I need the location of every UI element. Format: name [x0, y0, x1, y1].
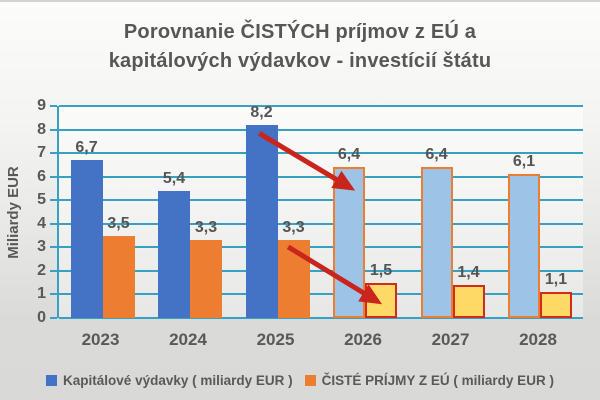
- y-tick-label: 2: [37, 261, 46, 279]
- trend-arrows: [257, 131, 383, 305]
- x-tick-label-2026: 2026: [344, 330, 382, 349]
- chart-title: Porovnanie ČISTÝCH príjmov z EÚ a kapitá…: [108, 21, 492, 72]
- bar-value-label: 3,3: [282, 219, 305, 237]
- x-tick-label-2028: 2028: [519, 330, 557, 349]
- y-tick-mark: [50, 175, 57, 178]
- bar-2027-series0: [420, 167, 453, 318]
- bar-value-label: 3,3: [194, 219, 218, 237]
- y-tick-label: 7: [37, 144, 46, 162]
- bar-2024-series0: [158, 190, 190, 318]
- bar-value-label: 8,2: [250, 103, 273, 121]
- x-tick-label-2023: 2023: [81, 330, 120, 349]
- gridline: [59, 246, 583, 249]
- bar-value-label: 3,5: [107, 214, 130, 232]
- y-tick-label: 8: [37, 120, 46, 138]
- gridline: [59, 175, 583, 178]
- y-tick-mark: [50, 222, 57, 225]
- bar-2028-series0: [508, 174, 540, 318]
- x-tick-label-2027: 2027: [431, 330, 470, 349]
- bar-value-label: 6,1: [512, 153, 536, 171]
- bar-2027-series1: [452, 285, 485, 318]
- y-tick-label: 3: [37, 238, 46, 256]
- bar-value-label: 1,4: [457, 264, 480, 282]
- y-tick-label: 5: [37, 191, 46, 209]
- y-tick-mark: [50, 105, 57, 107]
- bar-2023-series1: [102, 235, 135, 318]
- gridline: [59, 152, 583, 155]
- bar-2025-series1: [277, 240, 310, 318]
- gridline: [59, 222, 583, 225]
- y-tick-mark: [50, 152, 57, 155]
- gridline: [59, 128, 583, 131]
- bar-2026-series1: [365, 282, 397, 318]
- y-tick-mark: [50, 246, 57, 249]
- bar-2023-series0: [70, 160, 103, 318]
- gridline: [59, 269, 583, 272]
- y-tick-label: 0: [37, 309, 46, 326]
- y-tick-label: 6: [37, 167, 46, 185]
- y-tick-mark: [50, 269, 57, 272]
- legend-item-net-eu-income: ČISTÉ PRÍJMY Z EÚ ( miliardy EUR ): [304, 373, 554, 388]
- bar-2024-series1: [190, 240, 222, 318]
- gridline: [59, 293, 583, 296]
- gridline: [59, 199, 583, 202]
- bar-value-label: 1,5: [369, 261, 393, 279]
- bar-2026-series0: [333, 167, 365, 318]
- legend-swatch-orange: [304, 375, 316, 386]
- gridline: [59, 105, 583, 107]
- y-tick-mark: [50, 128, 57, 131]
- bar-value-label: 1,1: [544, 271, 568, 289]
- y-tick-label: 1: [37, 285, 46, 303]
- x-tick-label-2024: 2024: [169, 330, 207, 349]
- bar-value-label: 6,7: [75, 139, 98, 157]
- y-tick-label: 9: [37, 97, 46, 114]
- y-tick-mark: [50, 317, 57, 319]
- legend-swatch-blue: [46, 375, 58, 386]
- bar-2028-series1: [540, 292, 572, 318]
- legend-label: ČISTÉ PRÍJMY Z EÚ ( miliardy EUR ): [321, 373, 554, 388]
- bar-value-label: 5,4: [162, 169, 186, 187]
- plot-area: 6,7 3,5 5,4 3,3 8,2 3,3 6,4 1,5 6,4 1,4 6,1 1,1: [57, 103, 583, 319]
- bar-value-label: 6,4: [425, 146, 448, 164]
- y-tick-mark: [50, 293, 57, 296]
- gridline: [59, 317, 583, 319]
- legend-item-capital-expenditures: Kapitálové výdavky ( miliardy EUR ): [46, 373, 293, 388]
- bar-2025-series0: [245, 124, 278, 318]
- x-tick-label-2025: 2025: [256, 330, 295, 349]
- bar-value-label: 6,4: [337, 146, 361, 164]
- legend-label: Kapitálové výdavky ( miliardy EUR ): [63, 373, 293, 388]
- y-tick-mark: [50, 199, 57, 202]
- y-tick-label: 4: [37, 214, 46, 232]
- legend: Kapitálové výdavky ( miliardy EUR ) ČIST…: [0, 373, 600, 388]
